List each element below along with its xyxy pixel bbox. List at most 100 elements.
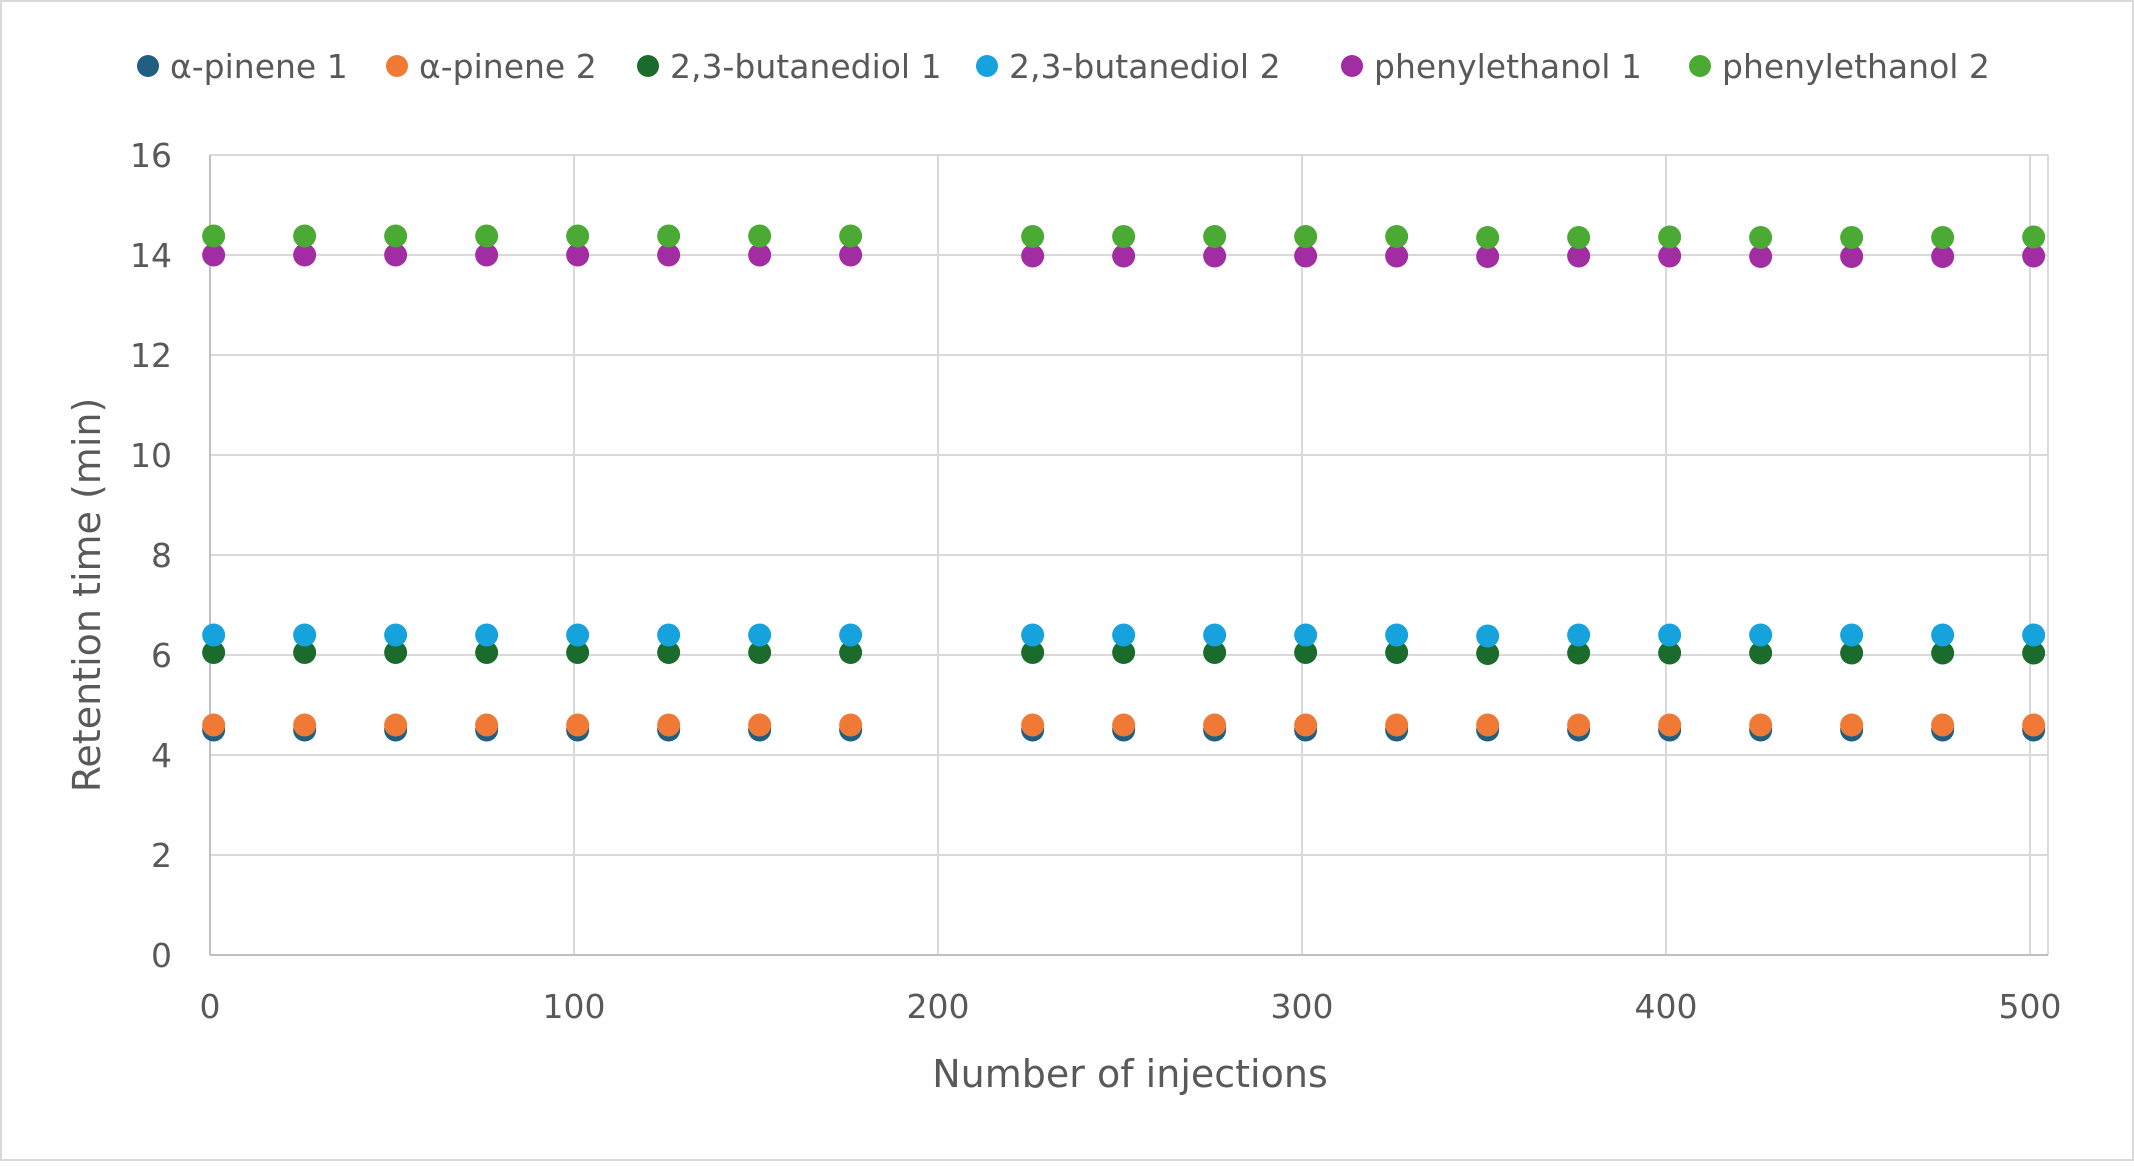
- data-point: [1658, 641, 1682, 665]
- data-point: [566, 713, 590, 737]
- data-point: [1476, 245, 1500, 268]
- data-point: [1203, 225, 1227, 248]
- data-point: [1840, 713, 1864, 737]
- data-point: [1203, 713, 1227, 737]
- y-tick-label: 8: [151, 536, 172, 575]
- data-point: [748, 713, 772, 737]
- data-point: [657, 224, 681, 248]
- data-point: [1476, 713, 1500, 737]
- series-4: [202, 243, 2046, 268]
- data-point: [202, 224, 226, 248]
- data-point: [657, 243, 681, 267]
- data-point: [1567, 226, 1591, 249]
- data-point: [384, 641, 408, 664]
- x-tick-label: 0: [200, 987, 221, 1026]
- legend-entry: α-pinene 1: [137, 47, 348, 86]
- legend-label: α-pinene 1: [170, 47, 348, 86]
- grid-lines: [209, 154, 2049, 956]
- data-point: [1658, 225, 1682, 249]
- data-point: [1567, 623, 1591, 647]
- data-point: [748, 243, 772, 267]
- data-point: [1567, 244, 1591, 268]
- data-point: [1658, 623, 1682, 647]
- y-tick-label: 2: [151, 836, 172, 875]
- data-point: [2022, 713, 2046, 737]
- x-tick-label: 400: [1635, 987, 1698, 1026]
- data-point: [1203, 641, 1227, 664]
- data-point: [657, 623, 681, 647]
- data-point: [2022, 623, 2046, 647]
- data-point: [1112, 713, 1136, 737]
- x-tick-label: 100: [543, 987, 606, 1026]
- data-point: [566, 641, 590, 664]
- data-point: [384, 713, 408, 737]
- data-point: [475, 641, 499, 664]
- x-tick-label: 500: [1999, 987, 2062, 1026]
- y-tick-label: 12: [130, 336, 172, 375]
- data-point: [1476, 642, 1500, 665]
- x-axis-title: Number of injections: [932, 1052, 1328, 1096]
- series-5: [202, 224, 2046, 249]
- data-point: [293, 224, 317, 248]
- series-3: [202, 623, 2046, 648]
- data-point: [1294, 641, 1318, 664]
- series-2: [202, 641, 2046, 665]
- data-point: [293, 641, 317, 664]
- data-point: [2022, 244, 2046, 268]
- legend-marker: [976, 55, 998, 77]
- data-point: [2022, 225, 2046, 249]
- data-point: [1021, 225, 1045, 248]
- legend-label: 2,3-butanediol 1: [670, 47, 942, 86]
- legend-entry: 2,3-butanediol 1: [637, 47, 942, 86]
- data-point: [1385, 623, 1409, 647]
- data-point: [1567, 641, 1591, 665]
- data-point: [293, 243, 317, 267]
- data-point: [384, 224, 408, 248]
- data-point: [475, 224, 499, 248]
- data-point: [839, 713, 863, 737]
- data-point: [475, 623, 499, 647]
- data-point: [1749, 623, 1773, 647]
- data-point: [1658, 713, 1682, 737]
- data-point: [1112, 225, 1136, 248]
- data-point: [2022, 641, 2046, 665]
- data-point: [1840, 245, 1864, 268]
- data-point: [1658, 244, 1682, 268]
- data-point: [1112, 244, 1136, 268]
- data-point: [202, 713, 226, 737]
- legend-marker: [1689, 55, 1711, 77]
- legend-entry: α-pinene 2: [386, 47, 597, 86]
- data-point: [657, 713, 681, 737]
- y-tick-label: 10: [130, 436, 172, 475]
- y-tick-label: 16: [130, 136, 172, 175]
- data-point: [839, 243, 863, 267]
- data-point: [1567, 713, 1591, 737]
- data-point: [566, 623, 590, 647]
- data-point: [1931, 623, 1955, 647]
- data-point: [1749, 245, 1773, 268]
- data-point: [1203, 244, 1227, 268]
- data-point: [1385, 244, 1409, 268]
- data-point: [1021, 623, 1045, 647]
- data-point: [1931, 226, 1955, 249]
- data-point: [748, 641, 772, 664]
- data-point: [748, 224, 772, 248]
- legend-marker: [637, 55, 659, 77]
- legend-label: phenylethanol 2: [1722, 47, 1990, 86]
- data-point: [1840, 226, 1864, 249]
- legend-entry: phenylethanol 1: [1341, 47, 1642, 86]
- data-point: [1112, 641, 1136, 664]
- legend-marker: [1341, 55, 1363, 77]
- data-point: [202, 623, 226, 647]
- y-tick-label: 6: [151, 636, 172, 675]
- data-point: [1021, 713, 1045, 737]
- y-axis-title: Retention time (min): [65, 398, 109, 793]
- data-point: [1931, 641, 1955, 665]
- data-point: [657, 641, 681, 664]
- data-point: [293, 713, 317, 737]
- data-point: [839, 641, 863, 664]
- data-point: [839, 623, 863, 647]
